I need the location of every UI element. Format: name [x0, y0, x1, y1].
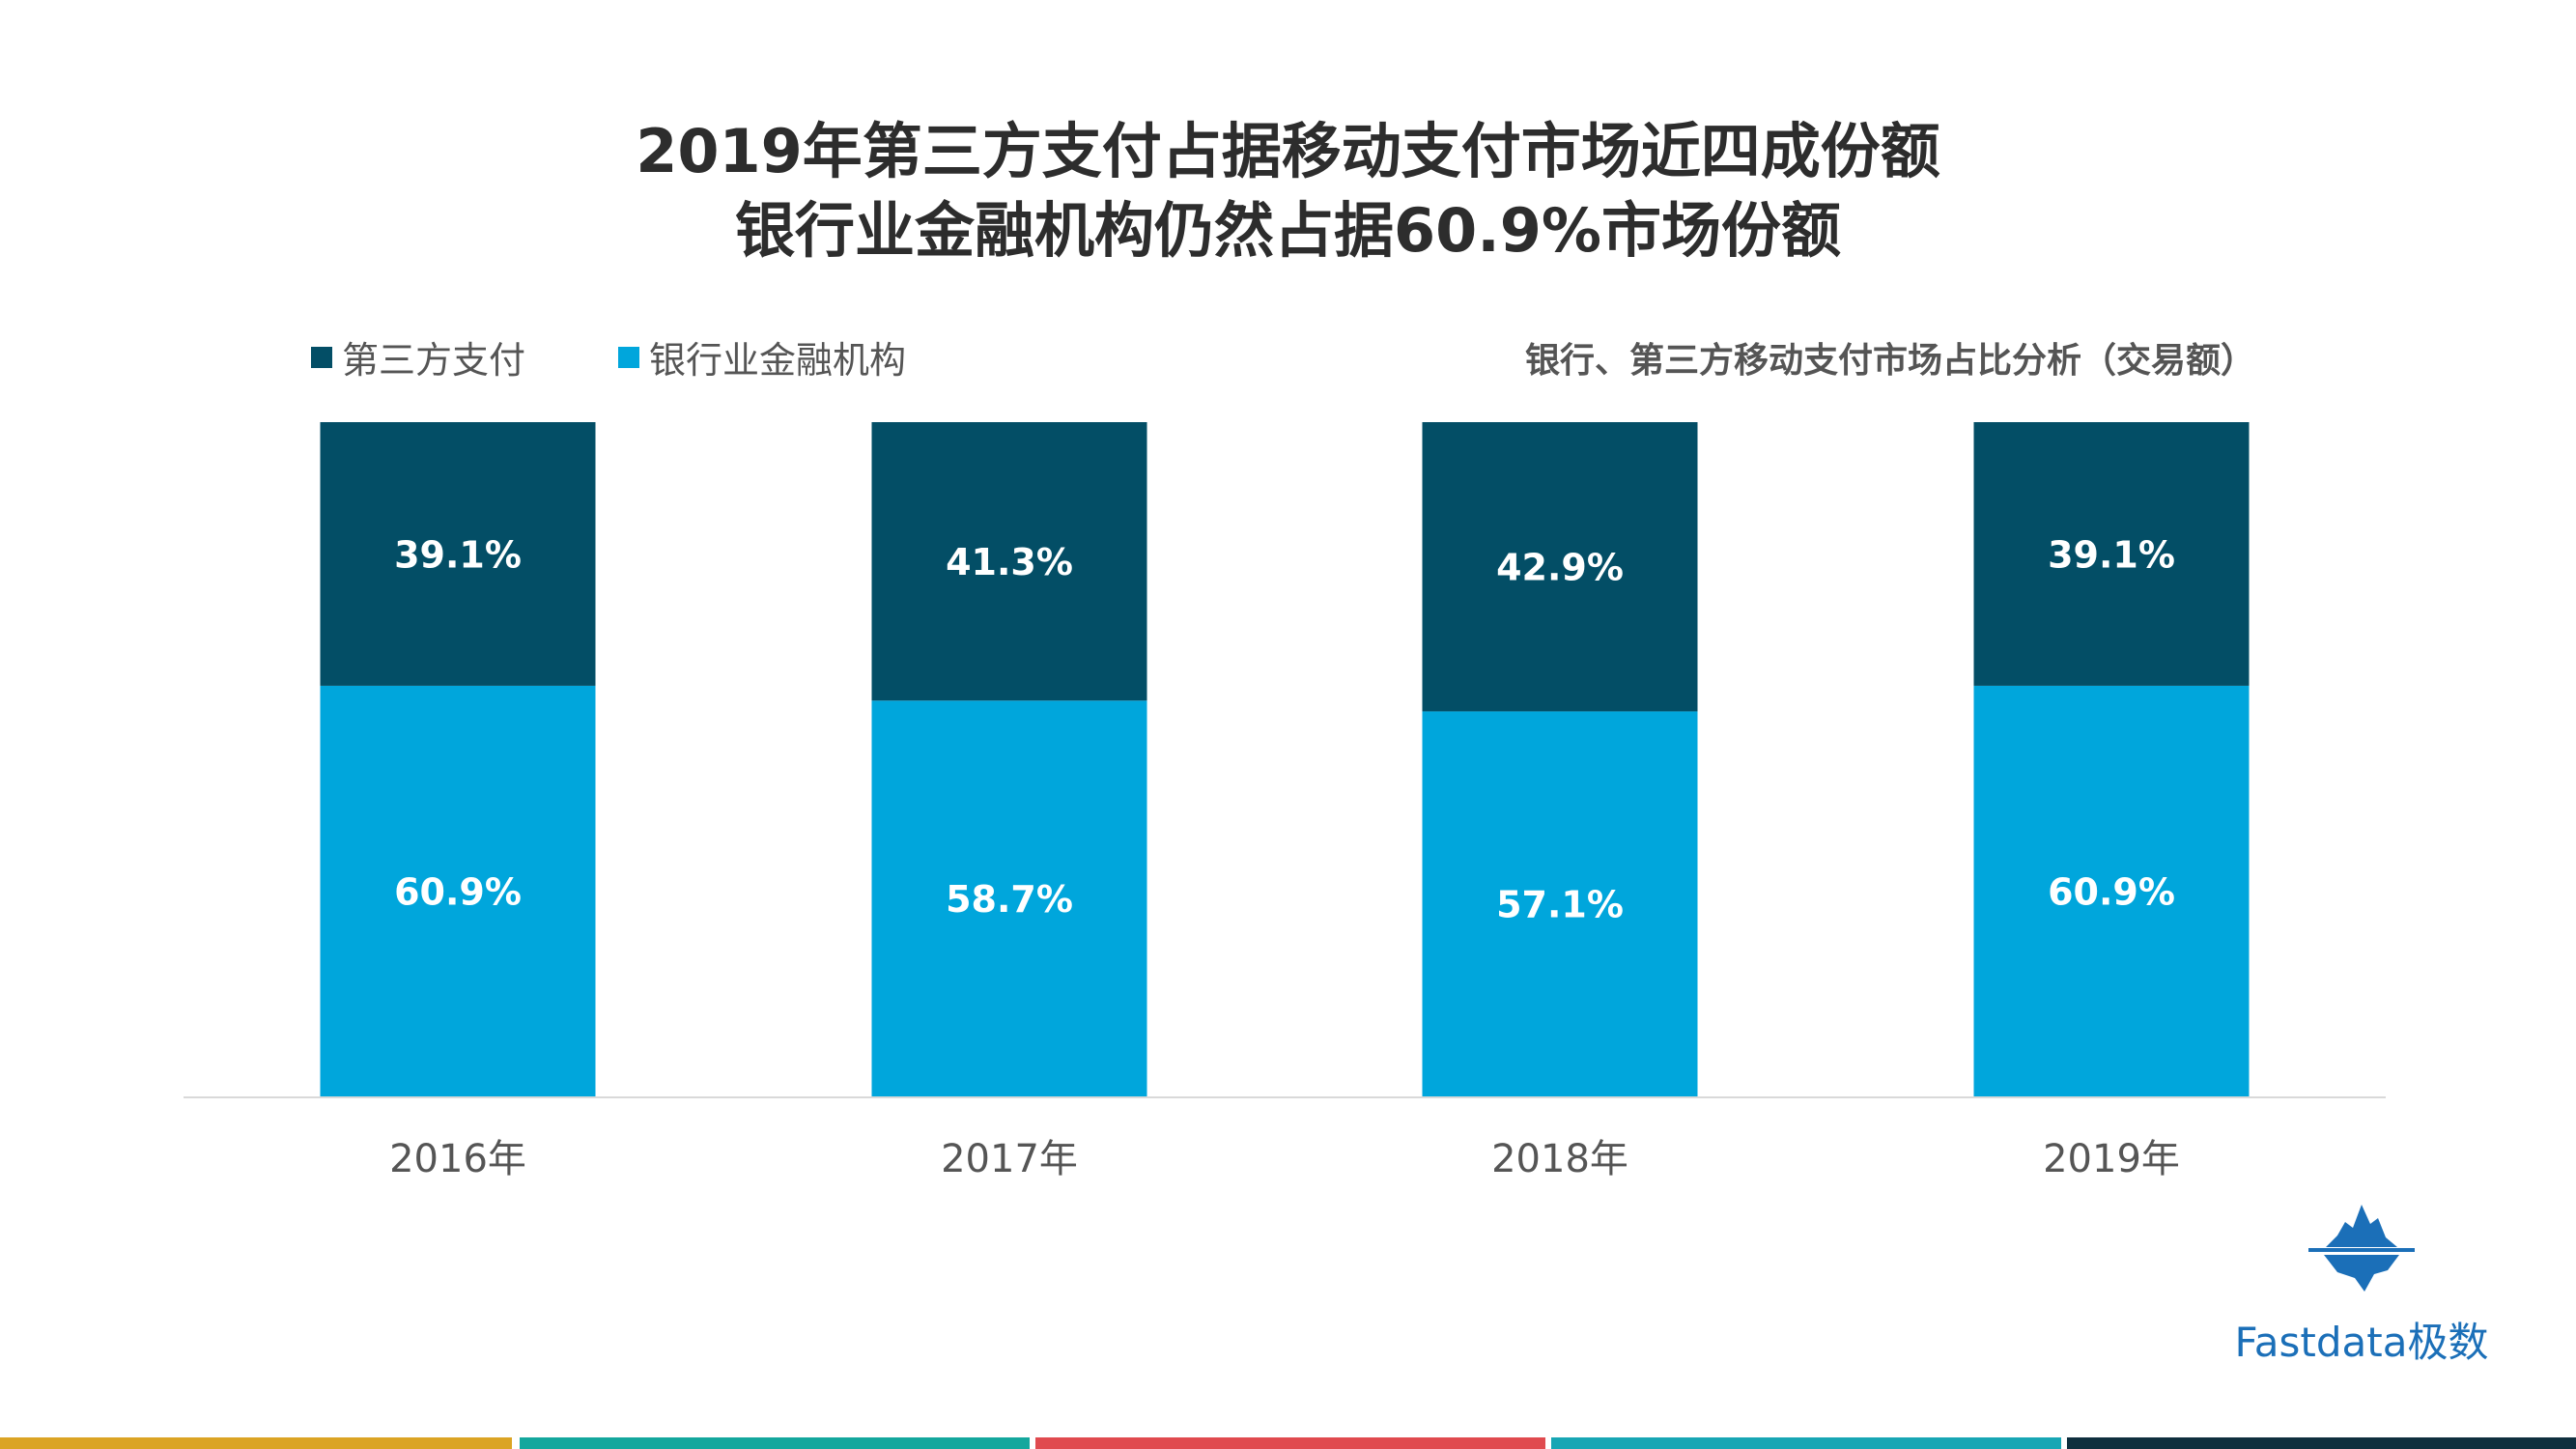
x-tick-label-2016年: 2016年 [389, 1137, 526, 1181]
bottom-bar-segment-3 [1035, 1437, 1545, 1449]
fastdata-logo: Fastdata极数 [2231, 1203, 2492, 1369]
legend-label-third-party: 第三方支付 [342, 339, 526, 382]
chart-subtitle: 银行、第三方移动支付市场占比分析（交易额） [1524, 341, 2255, 381]
legend-swatch-bank [618, 346, 639, 368]
bar-bank-2019年 [1973, 685, 2250, 1096]
bar-third-party-2019年 [1973, 422, 2250, 686]
x-tick-label-2019年: 2019年 [2043, 1137, 2180, 1181]
data-label-third-party-2017年: 41.3% [946, 541, 1073, 583]
legend-label-bank: 银行业金融机构 [649, 339, 907, 382]
legend-swatch-third-party [311, 346, 332, 368]
data-label-bank-2017年: 58.7% [946, 878, 1073, 921]
bar-bank-2018年 [1422, 711, 1698, 1096]
data-label-bank-2019年: 60.9% [2048, 870, 2175, 913]
data-label-third-party-2019年: 39.1% [2048, 533, 2175, 576]
data-label-third-party-2016年: 39.1% [394, 533, 522, 576]
bar-bank-2017年 [871, 700, 1147, 1096]
bar-third-party-2016年 [320, 422, 596, 686]
bottom-bar-segment-2 [520, 1437, 1030, 1449]
data-label-bank-2016年: 60.9% [394, 870, 522, 913]
x-tick-label-2017年: 2017年 [941, 1137, 1078, 1181]
legend-item-bank: 银行业金融机构 [618, 330, 906, 384]
bottom-bar-segment-1 [0, 1437, 512, 1449]
legend-item-third-party: 第三方支付 [311, 330, 525, 384]
bottom-bar-segment-4 [1551, 1437, 2061, 1449]
x-tick-label-2018年: 2018年 [1491, 1137, 1628, 1181]
logo-text: Fastdata极数 [2234, 1319, 2489, 1366]
data-label-third-party-2018年: 42.9% [1496, 547, 1624, 589]
bar-bank-2016年 [320, 685, 596, 1096]
chart-title-line2: 银行业金融机构仍然占据60.9%市场份额 [734, 195, 1842, 266]
bottom-bar-segment-5 [2067, 1437, 2576, 1449]
data-label-bank-2018年: 57.1% [1496, 884, 1624, 926]
bar-third-party-2017年 [871, 422, 1147, 701]
iceberg-icon [2308, 1205, 2415, 1292]
bar-third-party-2018年 [1422, 422, 1698, 712]
chart-title-line1: 2019年第三方支付占据移动支付市场近四成份额 [636, 116, 1940, 186]
